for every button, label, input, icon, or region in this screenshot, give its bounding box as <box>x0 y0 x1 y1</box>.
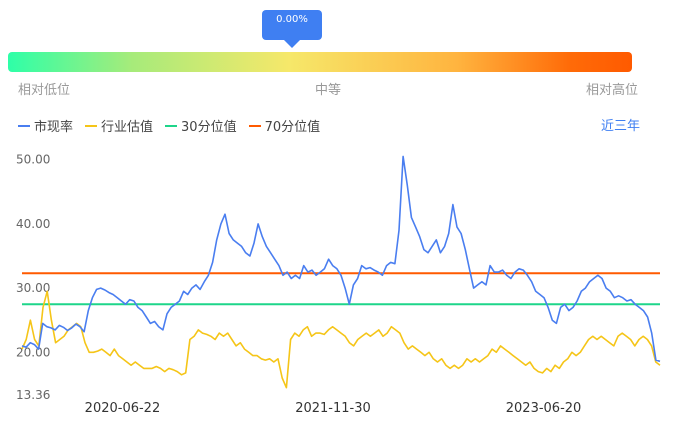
valuation-gauge-bar <box>8 52 632 72</box>
legend-label: 市现率 <box>34 120 74 135</box>
x-tick-label: 2020-06-22 <box>85 401 161 416</box>
legend-item-industry[interactable]: 行业估值 <box>85 116 153 135</box>
legend-label: 行业估值 <box>101 120 154 135</box>
chart-series <box>21 155 661 389</box>
series-line-industry <box>21 290 661 389</box>
gauge-label-high: 相对高位 <box>585 83 638 98</box>
legend-swatch <box>18 124 30 127</box>
legend-swatch <box>85 124 98 127</box>
legend-swatch <box>165 124 178 127</box>
period-selector[interactable]: 近三年 <box>600 119 640 134</box>
y-tick-label: 50.00 <box>16 153 50 167</box>
series-line-pcf <box>21 155 661 363</box>
legend-item-p70[interactable]: 70分位值 <box>248 116 321 135</box>
legend-item-p30[interactable]: 30分位值 <box>165 116 237 135</box>
y-tick-label: 40.00 <box>16 217 50 231</box>
x-tick-label: 2023-06-20 <box>506 401 582 416</box>
y-axis-ticks: 13.36 20.00 30.00 40.00 50.00 <box>16 153 50 402</box>
legend-label: 30分位值 <box>181 120 237 135</box>
gauge-label-low: 相对低位 <box>18 83 71 98</box>
x-tick-label: 2021-11-30 <box>295 401 371 416</box>
y-tick-label: 30.00 <box>16 281 50 295</box>
y-tick-label: 20.00 <box>16 345 50 359</box>
gauge-pointer-value: 0.00% <box>276 14 308 25</box>
legend-item-pcf[interactable]: 市现率 <box>18 116 73 135</box>
legend-swatch <box>248 124 261 127</box>
x-axis-ticks: 2020-06-22 2021-11-30 2023-06-20 <box>85 401 582 416</box>
gauge-label-mid: 中等 <box>315 83 342 98</box>
legend-label: 70分位值 <box>264 120 321 135</box>
y-tick-label: 13.36 <box>16 388 50 402</box>
chart-legend: 市现率 行业估值 30分位值 70分位值 <box>18 116 320 135</box>
gauge-pointer: 0.00% <box>262 10 322 48</box>
